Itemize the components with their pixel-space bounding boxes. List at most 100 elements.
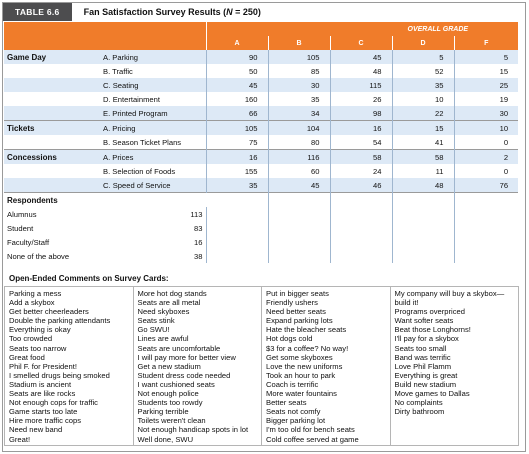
respondent-count: 16 [100, 235, 207, 249]
respondent-label: Student [4, 221, 100, 235]
empty-cell [454, 221, 519, 235]
grade-count-cell: 16 [330, 120, 393, 135]
caption-text: Fan Satisfaction Survey Results ( [83, 7, 227, 17]
empty-cell [454, 235, 519, 249]
comment-line: Everything is great [394, 370, 458, 380]
comment-line: Love Phil Flamm [394, 361, 452, 371]
row-label: A. Parking [100, 50, 207, 64]
row-label: C. Seating [100, 78, 207, 92]
row-label: B. Selection of Foods [100, 164, 207, 178]
grade-count-cell: 5 [392, 50, 455, 64]
group-label-empty [4, 164, 100, 178]
comment-line: Double the parking attendants [9, 316, 111, 326]
grade-count-cell: 52 [392, 64, 455, 78]
comment-line: Cold coffee served at game [266, 434, 359, 444]
table-row: E. Printed Program 66 34 98 22 30 [4, 106, 519, 121]
grade-column-header: A [206, 36, 269, 50]
grade-count-cell: 35 [206, 178, 269, 193]
empty-cell [392, 207, 455, 221]
table-number-tag: TABLE 6.6 [3, 3, 72, 21]
respondent-count: 83 [100, 221, 207, 235]
grade-count-cell: 26 [330, 92, 393, 106]
grade-count-cell: 0 [454, 164, 519, 178]
grade-count-cell: 80 [268, 135, 331, 150]
table-row: B. Selection of Foods 155 60 24 11 0 [4, 164, 519, 178]
comment-line: I smelled drugs being smoked [9, 370, 110, 380]
header-row-overall: OVERALL GRADE [4, 22, 519, 36]
row-label: B. Season Ticket Plans [100, 135, 207, 150]
grade-count-cell: 11 [392, 164, 455, 178]
table-caption: Fan Satisfaction Survey Results (N = 250… [84, 7, 261, 17]
comment-line: Seats are all metal [137, 298, 201, 308]
empty-cell [268, 192, 331, 207]
group-label-empty [4, 178, 100, 193]
grade-count-cell: 90 [206, 50, 269, 64]
comment-line: No complaints [394, 398, 443, 408]
comment-line: Great! [9, 434, 31, 444]
table-row: Tickets A. Pricing 105 104 16 15 10 [4, 120, 519, 135]
respondent-label: None of the above [4, 249, 100, 263]
empty-cell [330, 235, 393, 249]
comment-line: I will pay more for better view [137, 352, 236, 362]
grade-count-cell: 105 [206, 120, 269, 135]
comment-line: Seats not comfy [266, 407, 321, 417]
grade-count-cell: 85 [268, 64, 331, 78]
grade-count-cell: 24 [330, 164, 393, 178]
grade-count-cell: 48 [330, 64, 393, 78]
comment-line: Seats too small [394, 343, 447, 353]
table-title-bar: TABLE 6.6 Fan Satisfaction Survey Result… [3, 3, 525, 21]
row-label: A. Prices [100, 149, 207, 164]
comment-line: More hot dog stands [137, 289, 207, 298]
grade-count-cell: 50 [206, 64, 269, 78]
respondents-title: Respondents [4, 192, 206, 207]
grade-count-cell: 0 [454, 135, 519, 150]
grade-count-cell: 98 [330, 106, 393, 121]
grade-count-cell: 15 [454, 64, 519, 78]
survey-results-table: OVERALL GRADE A B C D F Game Day A. Parking 90 10… [4, 22, 519, 263]
empty-cell [330, 249, 393, 263]
grade-count-cell: 22 [392, 106, 455, 121]
grade-count-cell: 35 [392, 78, 455, 92]
empty-cell [454, 249, 519, 263]
comment-line: Hot dogs cold [266, 334, 313, 344]
group-label-empty [4, 78, 100, 92]
comment-line: Parking a mess [9, 289, 62, 298]
grade-count-cell: 41 [392, 135, 455, 150]
grade-count-cell: 104 [268, 120, 331, 135]
empty-cell [206, 207, 269, 221]
empty-cell [268, 235, 331, 249]
group-label-empty [4, 106, 100, 121]
grade-column-header: C [330, 36, 393, 50]
comment-line: Dirty bathroom [394, 407, 445, 417]
comment-column: My company will buy a skybox— build it! Pr… [389, 286, 519, 446]
table-row: Concessions A. Prices 16 116 58 58 2 [4, 149, 519, 164]
comment-line: Took an hour to park [266, 370, 336, 380]
group-label-empty [4, 135, 100, 150]
comment-line: Well done, SWU [137, 434, 194, 444]
comment-column: Parking a mess Add a skybox Get better che… [4, 286, 134, 446]
comment-line: Expand parking lots [266, 316, 333, 326]
empty-cell [392, 192, 455, 207]
grade-count-cell: 5 [454, 50, 519, 64]
grade-count-cell: 116 [268, 149, 331, 164]
respondent-label: Faculty/Staff [4, 235, 100, 249]
respondent-row: None of the above 38 [4, 249, 519, 263]
grade-column-header: B [268, 36, 331, 50]
empty-cell [268, 207, 331, 221]
grade-count-cell: 60 [268, 164, 331, 178]
row-label: B. Traffic [100, 64, 207, 78]
row-label: C. Speed of Service [100, 178, 207, 193]
header-blank [100, 22, 207, 36]
comment-line: Student dress code needed [137, 370, 231, 380]
grade-count-cell: 30 [454, 106, 519, 121]
table-row: B. Season Ticket Plans 75 80 54 41 0 [4, 135, 519, 150]
comment-line: More water fountains [266, 389, 337, 399]
grade-column-header: F [454, 36, 519, 50]
grade-count-cell: 16 [206, 149, 269, 164]
comment-line: I'm too old for bench seats [266, 425, 355, 435]
comment-line: Coach is terrific [266, 379, 319, 389]
header-blank [100, 36, 207, 50]
comment-line: Bigger parking lot [266, 416, 326, 426]
respondent-row: Alumnus 113 [4, 207, 519, 221]
